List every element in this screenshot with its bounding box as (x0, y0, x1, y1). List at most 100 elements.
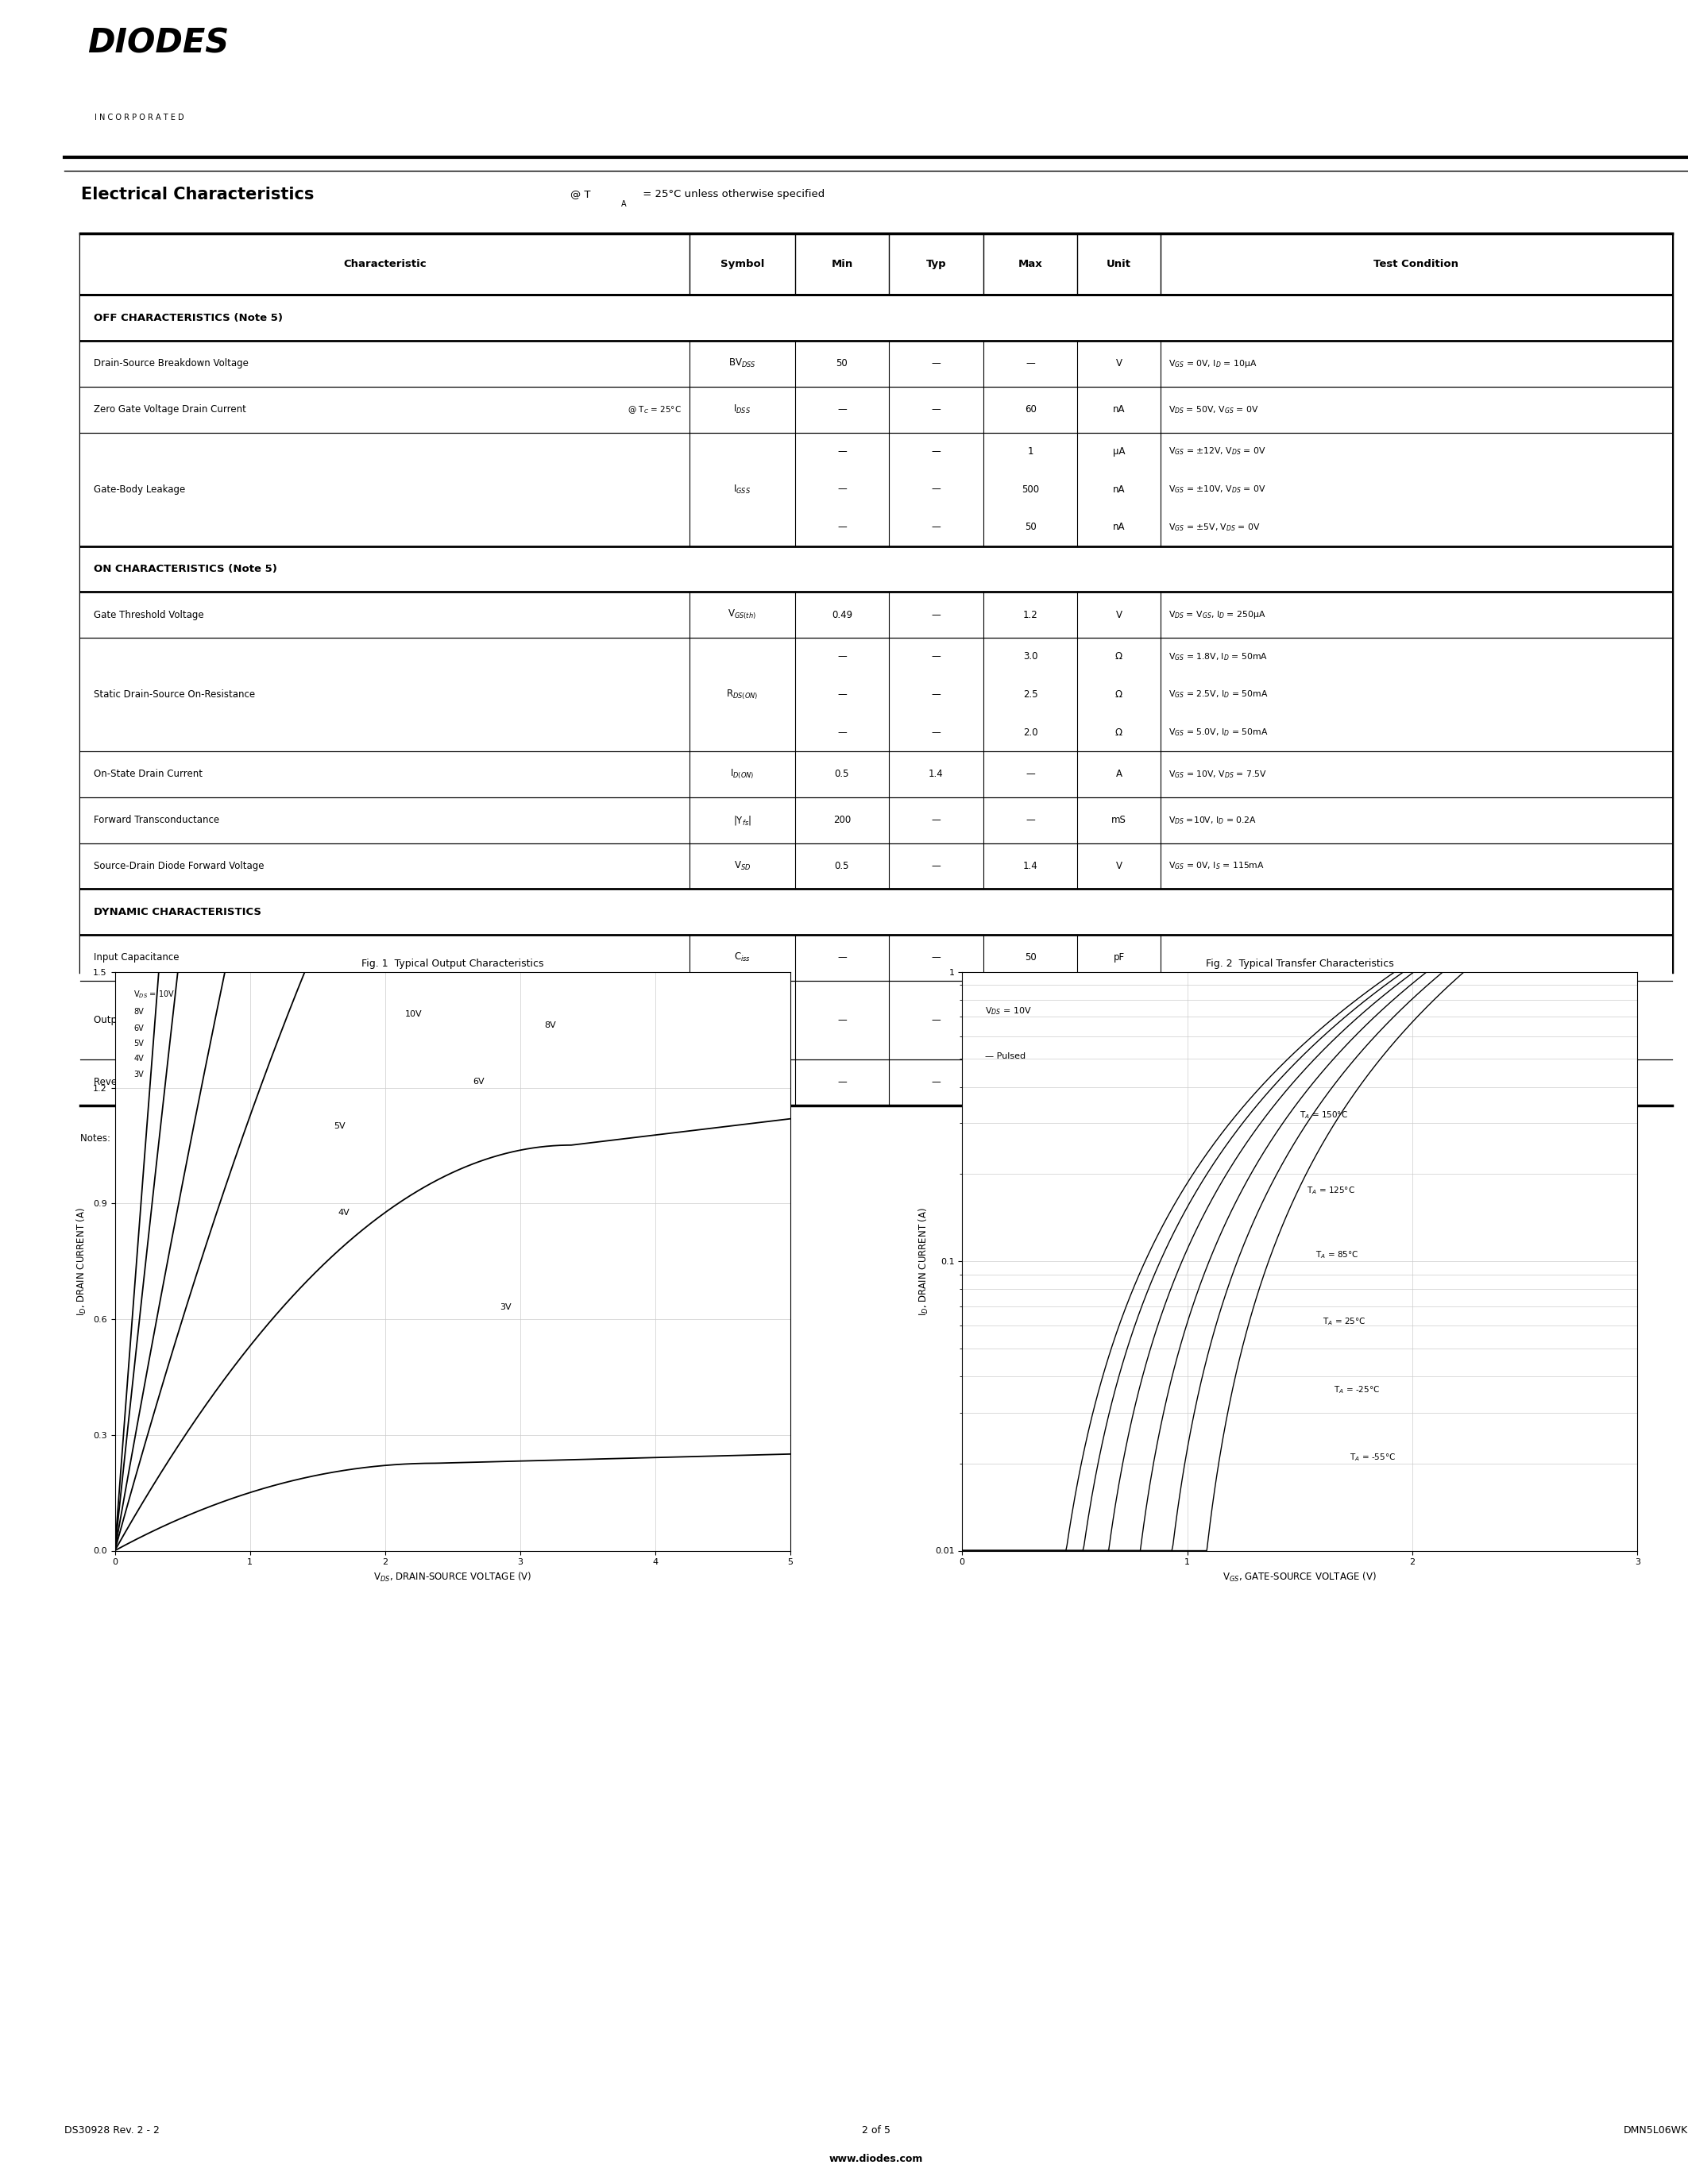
Text: = 25°C unless otherwise specified: = 25°C unless otherwise specified (640, 190, 824, 199)
Text: T$_A$ = 150°C: T$_A$ = 150°C (1300, 1109, 1349, 1120)
Text: DMN5L06WK: DMN5L06WK (1624, 2125, 1688, 2136)
Text: —: — (932, 609, 940, 620)
Text: V: V (1116, 609, 1123, 620)
Text: —: — (932, 1077, 940, 1088)
Text: pF: pF (1112, 1077, 1124, 1088)
Text: —: — (932, 1016, 940, 1024)
Text: 1.4: 1.4 (1023, 860, 1038, 871)
Text: 6V: 6V (473, 1077, 484, 1085)
Bar (81, 1059, 1671, 1105)
Text: —: — (837, 727, 847, 738)
Text: —: — (837, 1016, 847, 1024)
Text: I N C O R P O R A T E D: I N C O R P O R A T E D (95, 114, 184, 122)
Text: —: — (1026, 358, 1035, 369)
Text: —: — (837, 690, 847, 699)
Text: C$_{iss}$: C$_{iss}$ (734, 952, 751, 963)
Text: 0.49: 0.49 (832, 609, 852, 620)
Text: Ω: Ω (1116, 651, 1123, 662)
Text: Gate-Body Leakage: Gate-Body Leakage (93, 485, 186, 494)
Text: C$_{rss}$: C$_{rss}$ (733, 1077, 751, 1088)
Text: 3V: 3V (133, 1070, 143, 1079)
Text: 0.5: 0.5 (834, 860, 849, 871)
Text: —: — (932, 815, 940, 826)
Text: —: — (837, 485, 847, 494)
Text: —: — (837, 446, 847, 456)
Text: nA: nA (1112, 485, 1124, 494)
Text: 0.5: 0.5 (834, 769, 849, 780)
Text: V$_{GS}$ = ±5V, V$_{DS}$ = 0V: V$_{GS}$ = ±5V, V$_{DS}$ = 0V (1168, 522, 1261, 533)
Text: Gate Threshold Voltage: Gate Threshold Voltage (93, 609, 204, 620)
Text: On-State Drain Current: On-State Drain Current (93, 769, 203, 780)
Bar (81, 387, 1671, 432)
Text: Output Capacitance: Output Capacitance (93, 1016, 187, 1024)
Text: 4V: 4V (133, 1055, 143, 1064)
Bar (81, 592, 1671, 638)
Bar (81, 234, 1671, 295)
Text: V$_{GS}$ = 10V, V$_{DS}$ = 7.5V: V$_{GS}$ = 10V, V$_{DS}$ = 7.5V (1168, 769, 1268, 780)
Bar (81, 432, 1671, 546)
Text: Electrical Characteristics: Electrical Characteristics (81, 186, 314, 203)
Bar (81, 889, 1671, 935)
Text: Min: Min (830, 260, 852, 269)
Bar (81, 935, 1671, 981)
Bar (81, 638, 1671, 751)
Text: C$_{oss}$: C$_{oss}$ (733, 1013, 751, 1026)
Text: 1.2: 1.2 (1023, 609, 1038, 620)
Text: V$_{DS}$ = 10V: V$_{DS}$ = 10V (984, 1005, 1031, 1016)
Text: —: — (932, 690, 940, 699)
Text: —: — (837, 952, 847, 963)
Text: V$_{SD}$: V$_{SD}$ (734, 860, 751, 871)
Text: Test Condition: Test Condition (1374, 260, 1458, 269)
Text: Unit: Unit (1107, 260, 1131, 269)
Text: 4V: 4V (338, 1208, 349, 1216)
Title: Fig. 1  Typical Output Characteristics: Fig. 1 Typical Output Characteristics (361, 959, 544, 970)
Text: V: V (1116, 358, 1123, 369)
Text: @ T$_C$ = 25°C: @ T$_C$ = 25°C (628, 404, 682, 415)
Text: I$_{DSS}$: I$_{DSS}$ (733, 404, 751, 415)
Text: μA: μA (1112, 446, 1124, 456)
Text: —: — (932, 404, 940, 415)
Text: —: — (932, 727, 940, 738)
Text: Forward Transconductance: Forward Transconductance (93, 815, 219, 826)
Text: T$_A$ = 85°C: T$_A$ = 85°C (1315, 1249, 1359, 1260)
X-axis label: V$_{DS}$, DRAIN-SOURCE VOLTAGE (V): V$_{DS}$, DRAIN-SOURCE VOLTAGE (V) (373, 1570, 532, 1583)
Text: — Pulsed: — Pulsed (984, 1053, 1025, 1061)
Text: —: — (932, 446, 940, 456)
Text: 2.5: 2.5 (1023, 690, 1038, 699)
Text: 1: 1 (1028, 446, 1033, 456)
Text: 200: 200 (834, 815, 851, 826)
Text: 50: 50 (836, 358, 847, 369)
Text: 6V: 6V (133, 1024, 143, 1033)
Text: 1.4: 1.4 (928, 769, 944, 780)
Text: ON CHARACTERISTICS (Note 5): ON CHARACTERISTICS (Note 5) (93, 563, 277, 574)
X-axis label: V$_{GS}$, GATE-SOURCE VOLTAGE (V): V$_{GS}$, GATE-SOURCE VOLTAGE (V) (1222, 1570, 1377, 1583)
Text: OFF CHARACTERISTICS (Note 5): OFF CHARACTERISTICS (Note 5) (93, 312, 282, 323)
Text: —: — (932, 485, 940, 494)
Text: —: — (932, 358, 940, 369)
Text: 25: 25 (1025, 1016, 1036, 1024)
Text: Zero Gate Voltage Drain Current: Zero Gate Voltage Drain Current (93, 404, 246, 415)
Y-axis label: I$_D$, DRAIN CURRENT (A): I$_D$, DRAIN CURRENT (A) (918, 1208, 930, 1315)
Text: I$_{GSS}$: I$_{GSS}$ (733, 483, 751, 496)
Text: 3V: 3V (500, 1304, 511, 1310)
Text: 50: 50 (1025, 522, 1036, 533)
Text: Input Capacitance: Input Capacitance (93, 952, 179, 963)
Text: pF: pF (1112, 952, 1124, 963)
Text: DS30928 Rev. 2 - 2: DS30928 Rev. 2 - 2 (64, 2125, 159, 2136)
Text: Ω: Ω (1116, 690, 1123, 699)
Text: @ T: @ T (571, 190, 591, 199)
Bar (81, 843, 1671, 889)
Text: V$_{GS(th)}$: V$_{GS(th)}$ (728, 609, 756, 620)
Text: T$_A$ = -55°C: T$_A$ = -55°C (1349, 1452, 1396, 1463)
Bar (81, 546, 1671, 592)
Text: A: A (1116, 769, 1123, 780)
Text: 8V: 8V (133, 1009, 143, 1016)
Text: V$_{DS}$ =10V, I$_D$ = 0.2A: V$_{DS}$ =10V, I$_D$ = 0.2A (1168, 815, 1256, 826)
Text: V$_{GS}$ = 0V, I$_S$ = 115mA: V$_{GS}$ = 0V, I$_S$ = 115mA (1168, 860, 1264, 871)
Text: DIODES: DIODES (88, 26, 230, 61)
Text: NEW PRODUCT: NEW PRODUCT (25, 924, 39, 1042)
Bar (81, 797, 1671, 843)
Text: 3.0: 3.0 (1023, 651, 1038, 662)
Text: —: — (932, 522, 940, 533)
Text: Typ: Typ (927, 260, 947, 269)
